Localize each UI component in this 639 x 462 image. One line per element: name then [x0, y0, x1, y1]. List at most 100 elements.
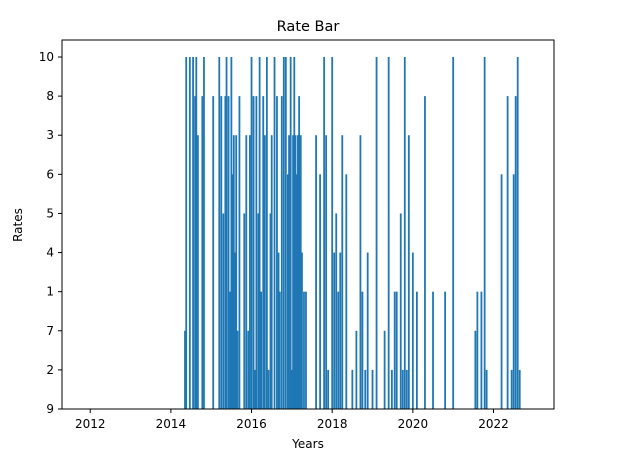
bar-32 [257, 213, 260, 409]
bar-7 [201, 96, 204, 410]
y-tick-label: 3 [46, 128, 54, 142]
bar-87 [399, 213, 402, 409]
bar-54 [294, 135, 297, 409]
bar-97 [452, 57, 455, 409]
bar-71 [339, 252, 342, 409]
bar-73 [345, 174, 348, 409]
bar-92 [411, 252, 414, 409]
bar-67 [331, 57, 334, 409]
x-tick-label: 2018 [317, 417, 348, 431]
bar-74 [351, 369, 354, 409]
x-tick-label: 2016 [236, 417, 267, 431]
y-tick-label: 6 [46, 167, 54, 181]
y-tick-label: 4 [46, 246, 54, 260]
bar-86 [395, 291, 398, 409]
bar-95 [432, 291, 434, 409]
bar-30 [253, 369, 256, 409]
bar-16 [229, 291, 232, 409]
bar-47 [284, 57, 287, 409]
bar-3 [192, 57, 194, 409]
bar-17 [230, 57, 233, 409]
bar-105 [510, 369, 513, 409]
bars-layer [184, 57, 521, 410]
bar-29 [252, 96, 255, 410]
bar-10 [218, 57, 221, 409]
bar-26 [247, 330, 250, 409]
y-tick-label: 7 [46, 324, 54, 338]
bar-20 [233, 252, 236, 409]
bar-51 [290, 369, 293, 409]
y-tick-label: 1 [46, 285, 54, 299]
x-axis-label: Years [291, 437, 324, 451]
bar-45 [280, 96, 283, 410]
y-axis: 9 2 7 1 4 5 6 3 8 10 [39, 50, 62, 416]
bar-42 [276, 96, 278, 410]
bar-1 [185, 57, 188, 409]
y-tick-label: 10 [39, 50, 54, 64]
bar-14 [225, 57, 228, 409]
bar-55 [295, 174, 298, 409]
bar-83 [387, 57, 390, 409]
y-tick-label: 5 [46, 206, 54, 220]
bar-12 [222, 213, 225, 409]
bar-21 [235, 135, 238, 409]
bar-91 [407, 135, 410, 409]
bar-93 [415, 291, 418, 409]
bar-79 [366, 252, 369, 409]
bar-37 [265, 57, 268, 409]
bar-104 [506, 96, 509, 410]
bar-99 [476, 291, 479, 409]
bar-59 [301, 252, 303, 409]
bar-24 [243, 213, 246, 409]
x-tick-label: 2022 [478, 417, 509, 431]
bar-96 [444, 291, 447, 409]
bar-68 [333, 252, 336, 409]
bar-22 [236, 330, 239, 409]
bar-69 [335, 213, 338, 409]
bar-49 [288, 135, 290, 409]
bar-39 [269, 213, 272, 409]
bar-88 [401, 369, 404, 409]
bar-8 [203, 57, 205, 409]
bar-70 [337, 291, 340, 409]
bar-48 [286, 174, 289, 409]
bar-13 [224, 96, 227, 410]
bar-107 [514, 96, 517, 410]
bar-77 [361, 291, 364, 409]
y-tick-label: 8 [46, 89, 54, 103]
bar-82 [383, 330, 386, 409]
bar-23 [238, 96, 241, 410]
bar-11 [220, 96, 223, 410]
bar-36 [263, 135, 266, 409]
x-tick-label: 2012 [75, 417, 106, 431]
bar-63 [319, 174, 321, 409]
bar-50 [289, 57, 292, 409]
bar-60 [303, 291, 305, 409]
bar-35 [262, 96, 265, 410]
bar-38 [267, 369, 270, 409]
bar-0 [184, 330, 186, 409]
y-axis-label: Rates [11, 208, 25, 242]
bar-46 [282, 57, 285, 409]
chart-title: Rate Bar [277, 19, 340, 35]
bar-2 [188, 57, 191, 409]
bar-33 [258, 57, 261, 409]
bar-76 [359, 135, 362, 409]
bar-18 [231, 174, 234, 409]
bar-34 [260, 291, 263, 409]
bar-101 [483, 57, 486, 409]
bar-5 [195, 57, 198, 409]
bar-78 [364, 369, 367, 409]
bar-25 [245, 135, 248, 409]
bar-94 [424, 96, 426, 410]
bar-80 [371, 369, 374, 409]
bar-44 [278, 291, 281, 409]
bar-75 [355, 330, 358, 409]
bar-15 [227, 96, 230, 410]
x-axis: 2012 2014 2016 2018 2020 2022 [75, 409, 509, 431]
bar-109 [518, 369, 521, 409]
bar-85 [393, 291, 396, 409]
bar-6 [197, 135, 199, 409]
y-tick-label: 9 [46, 402, 54, 416]
bar-66 [327, 369, 330, 409]
